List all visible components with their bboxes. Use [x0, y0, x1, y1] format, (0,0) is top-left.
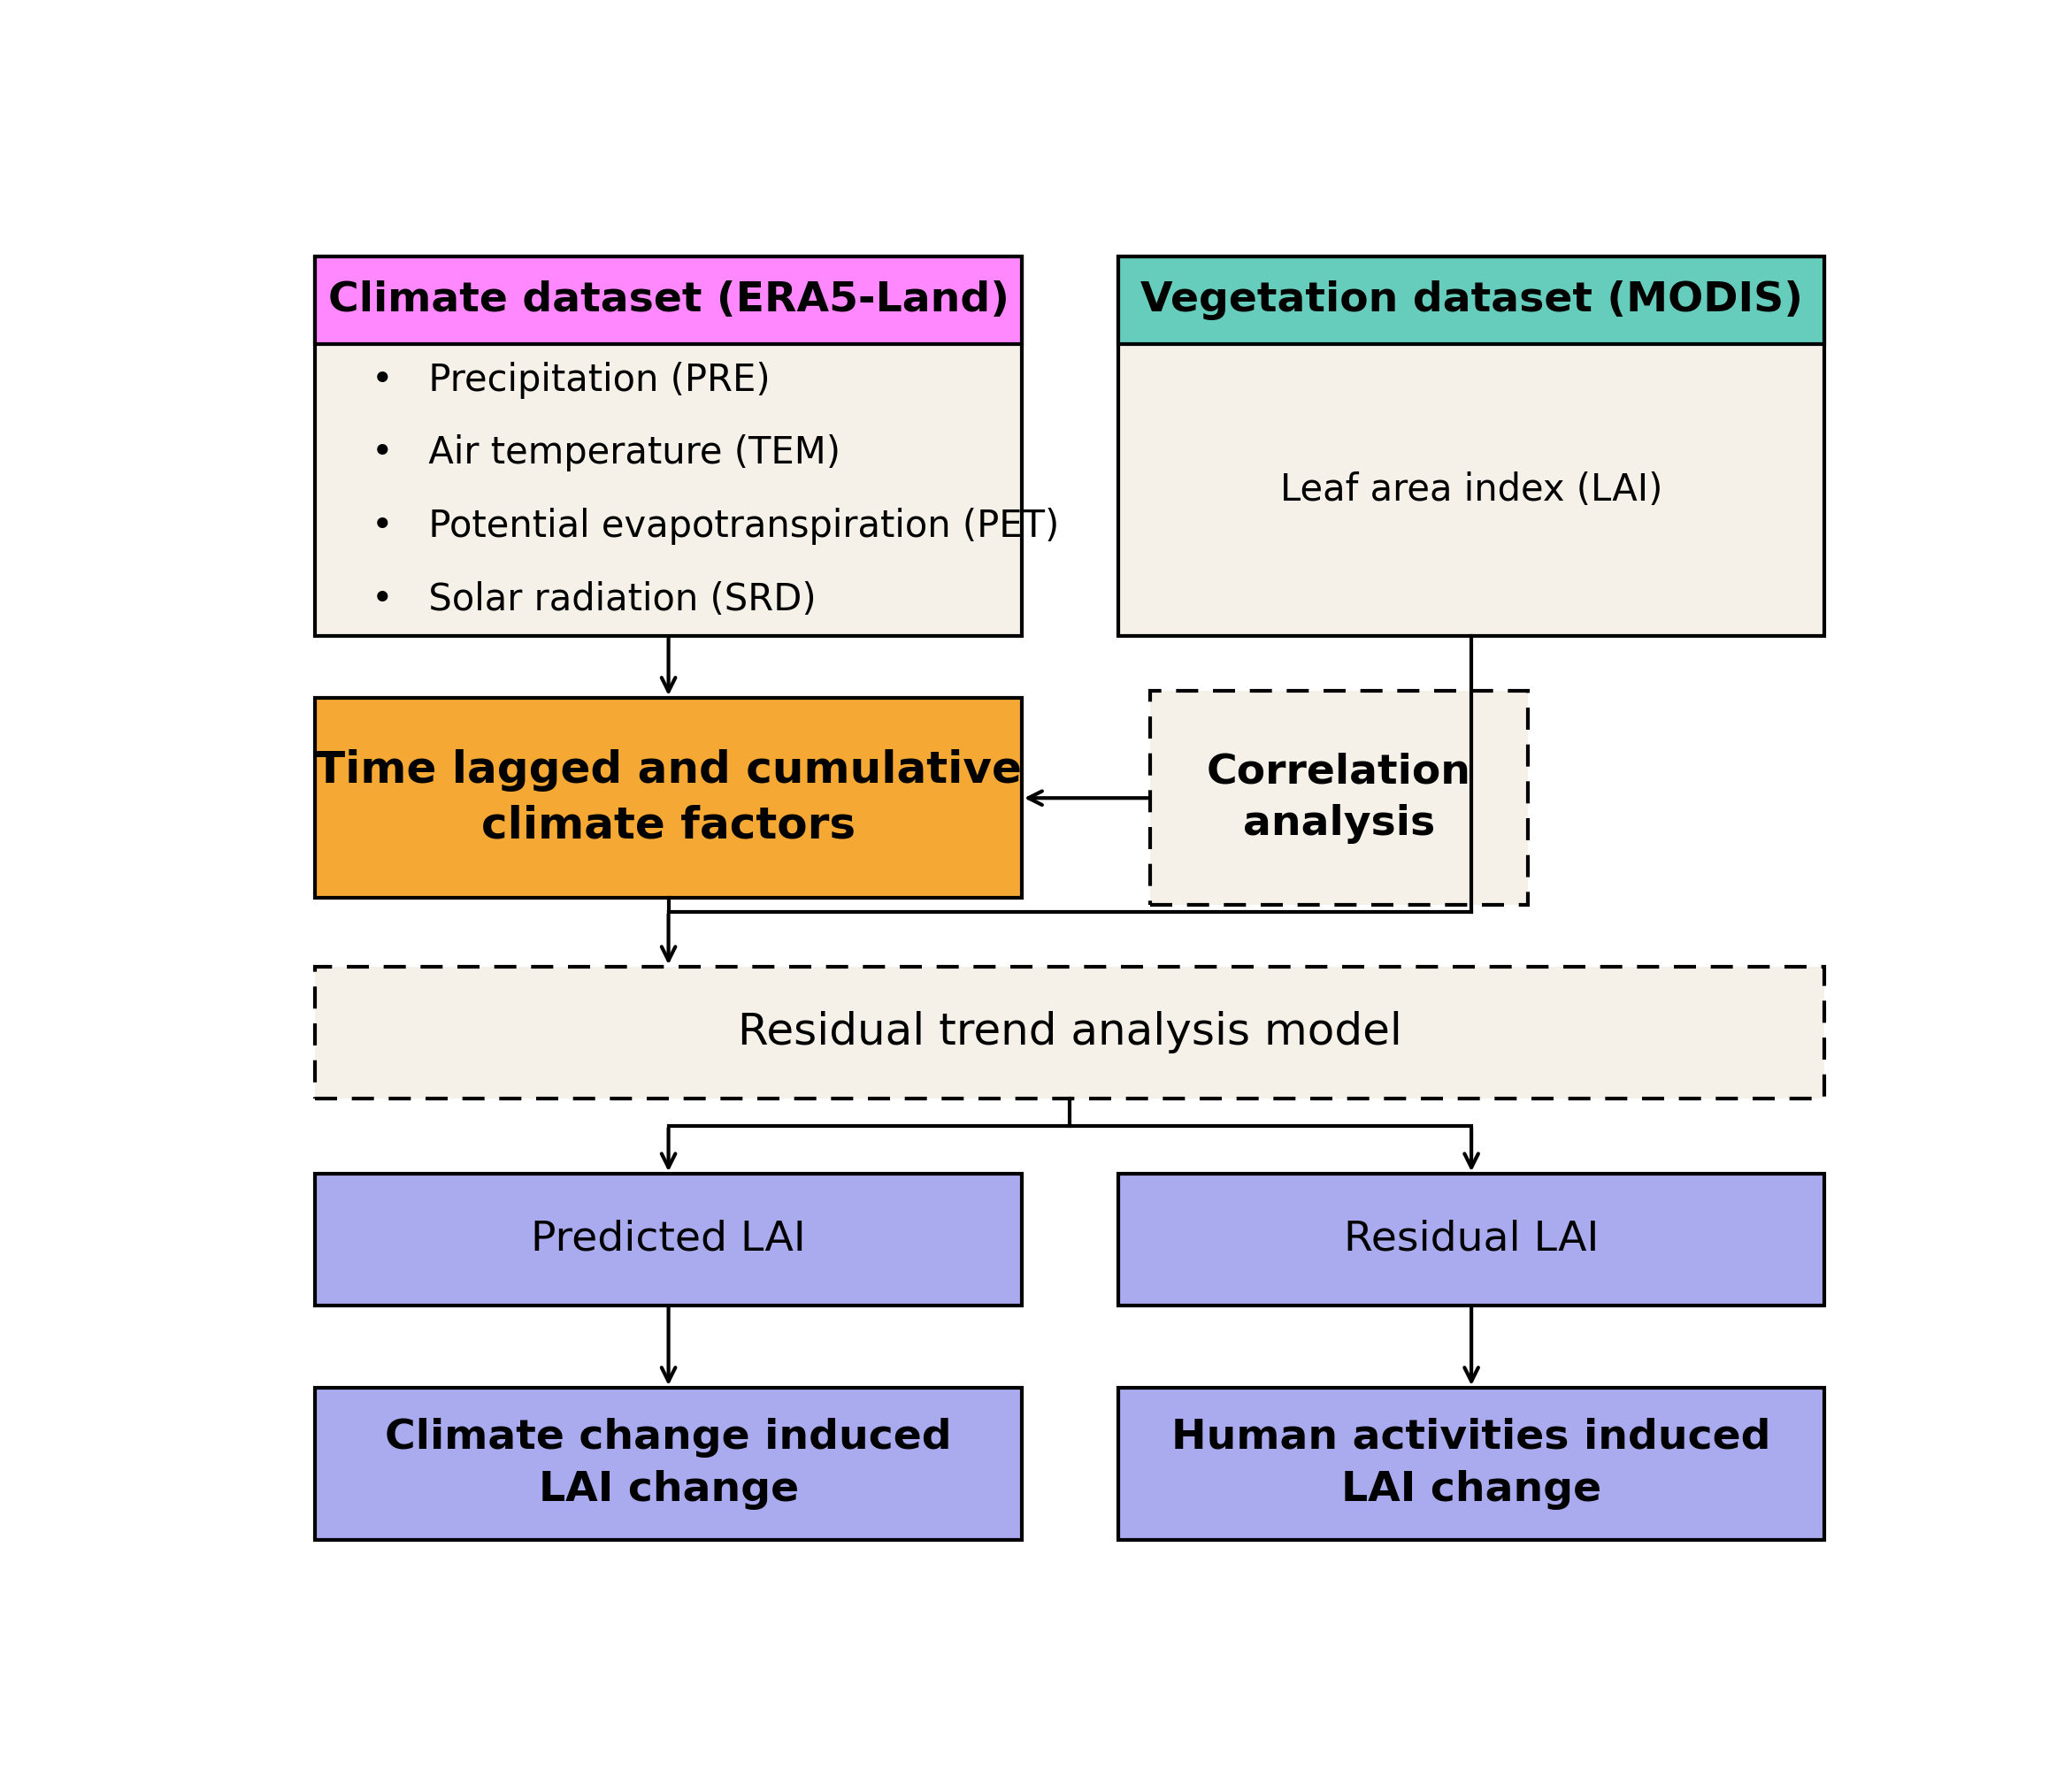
Bar: [315, 1174, 1021, 1305]
Text: Residual trend analysis model: Residual trend analysis model: [738, 1011, 1403, 1054]
Bar: [1119, 1387, 1825, 1539]
Text: •   Precipitation (PRE): • Precipitation (PRE): [371, 362, 771, 400]
Text: •   Air temperature (TEM): • Air temperature (TEM): [371, 435, 841, 471]
Bar: [315, 256, 1021, 344]
Bar: [315, 697, 1021, 898]
Bar: [1119, 256, 1825, 636]
Text: Leaf area index (LAI): Leaf area index (LAI): [1280, 471, 1662, 509]
Text: •   Solar radiation (SRD): • Solar radiation (SRD): [371, 581, 816, 618]
Bar: [315, 968, 1825, 1098]
Bar: [315, 256, 1021, 636]
Bar: [315, 1387, 1021, 1539]
Text: Correlation
analysis: Correlation analysis: [1206, 753, 1471, 844]
Bar: [1119, 256, 1825, 344]
Text: Residual LAI: Residual LAI: [1345, 1220, 1600, 1260]
Text: Time lagged and cumulative
climate factors: Time lagged and cumulative climate facto…: [315, 749, 1021, 848]
Text: •   Potential evapotranspiration (PET): • Potential evapotranspiration (PET): [371, 507, 1059, 545]
Text: Vegetation dataset (MODIS): Vegetation dataset (MODIS): [1140, 280, 1803, 321]
Bar: [1150, 692, 1527, 905]
Text: Climate change induced
LAI change: Climate change induced LAI change: [385, 1417, 951, 1511]
Bar: [1119, 1174, 1825, 1305]
Text: Climate dataset (ERA5-Land): Climate dataset (ERA5-Land): [327, 280, 1009, 321]
Text: Predicted LAI: Predicted LAI: [530, 1220, 806, 1260]
Text: Human activities induced
LAI change: Human activities induced LAI change: [1171, 1417, 1772, 1511]
